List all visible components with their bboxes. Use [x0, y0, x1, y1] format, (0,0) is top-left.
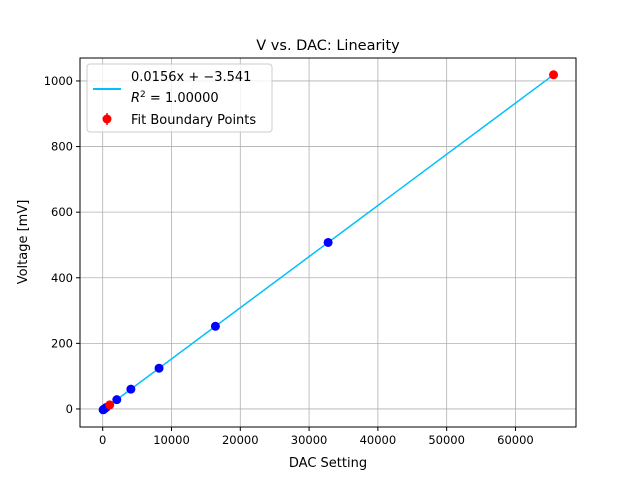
data-point	[126, 384, 136, 394]
ticks: 0 10000 20000 30000 40000 50000 60000 0 200 400 60…	[44, 74, 534, 447]
legend: 0.0156x + −3.541 R2 = 1.00000 Fit Bounda…	[86, 63, 273, 133]
y-tick-label: 600	[51, 205, 73, 219]
legend-r2-label: R2 = 1.00000	[131, 90, 219, 106]
x-tick-label: 20000	[222, 433, 259, 447]
data-point	[210, 321, 220, 331]
legend-box	[86, 63, 273, 133]
data-point	[112, 395, 122, 405]
x-tick-label: 0	[99, 433, 106, 447]
chart-title: V vs. DAC: Linearity	[256, 38, 400, 54]
y-axis-label: Voltage [mV]	[16, 200, 31, 285]
x-tick-label: 10000	[153, 433, 190, 447]
x-tick-label: 40000	[360, 433, 397, 447]
legend-boundary-label: Fit Boundary Points	[131, 113, 256, 128]
boundary-point	[105, 400, 115, 410]
y-tick-label: 800	[51, 140, 73, 154]
x-tick-label: 30000	[291, 433, 328, 447]
data-points	[98, 70, 559, 415]
y-tick-label: 400	[51, 271, 73, 285]
x-axis-label: DAC Setting	[289, 456, 367, 471]
data-point	[154, 363, 164, 373]
plot-frame	[79, 57, 577, 428]
y-tick-label: 1000	[44, 74, 73, 88]
y-tick-label: 0	[66, 402, 73, 416]
x-tick-label: 60000	[497, 433, 534, 447]
y-tick-label: 200	[51, 336, 73, 350]
boundary-point	[549, 70, 559, 80]
x-tick-label: 50000	[428, 433, 465, 447]
data-point	[323, 237, 333, 247]
legend-fit-label: 0.0156x + −3.541	[131, 70, 251, 85]
